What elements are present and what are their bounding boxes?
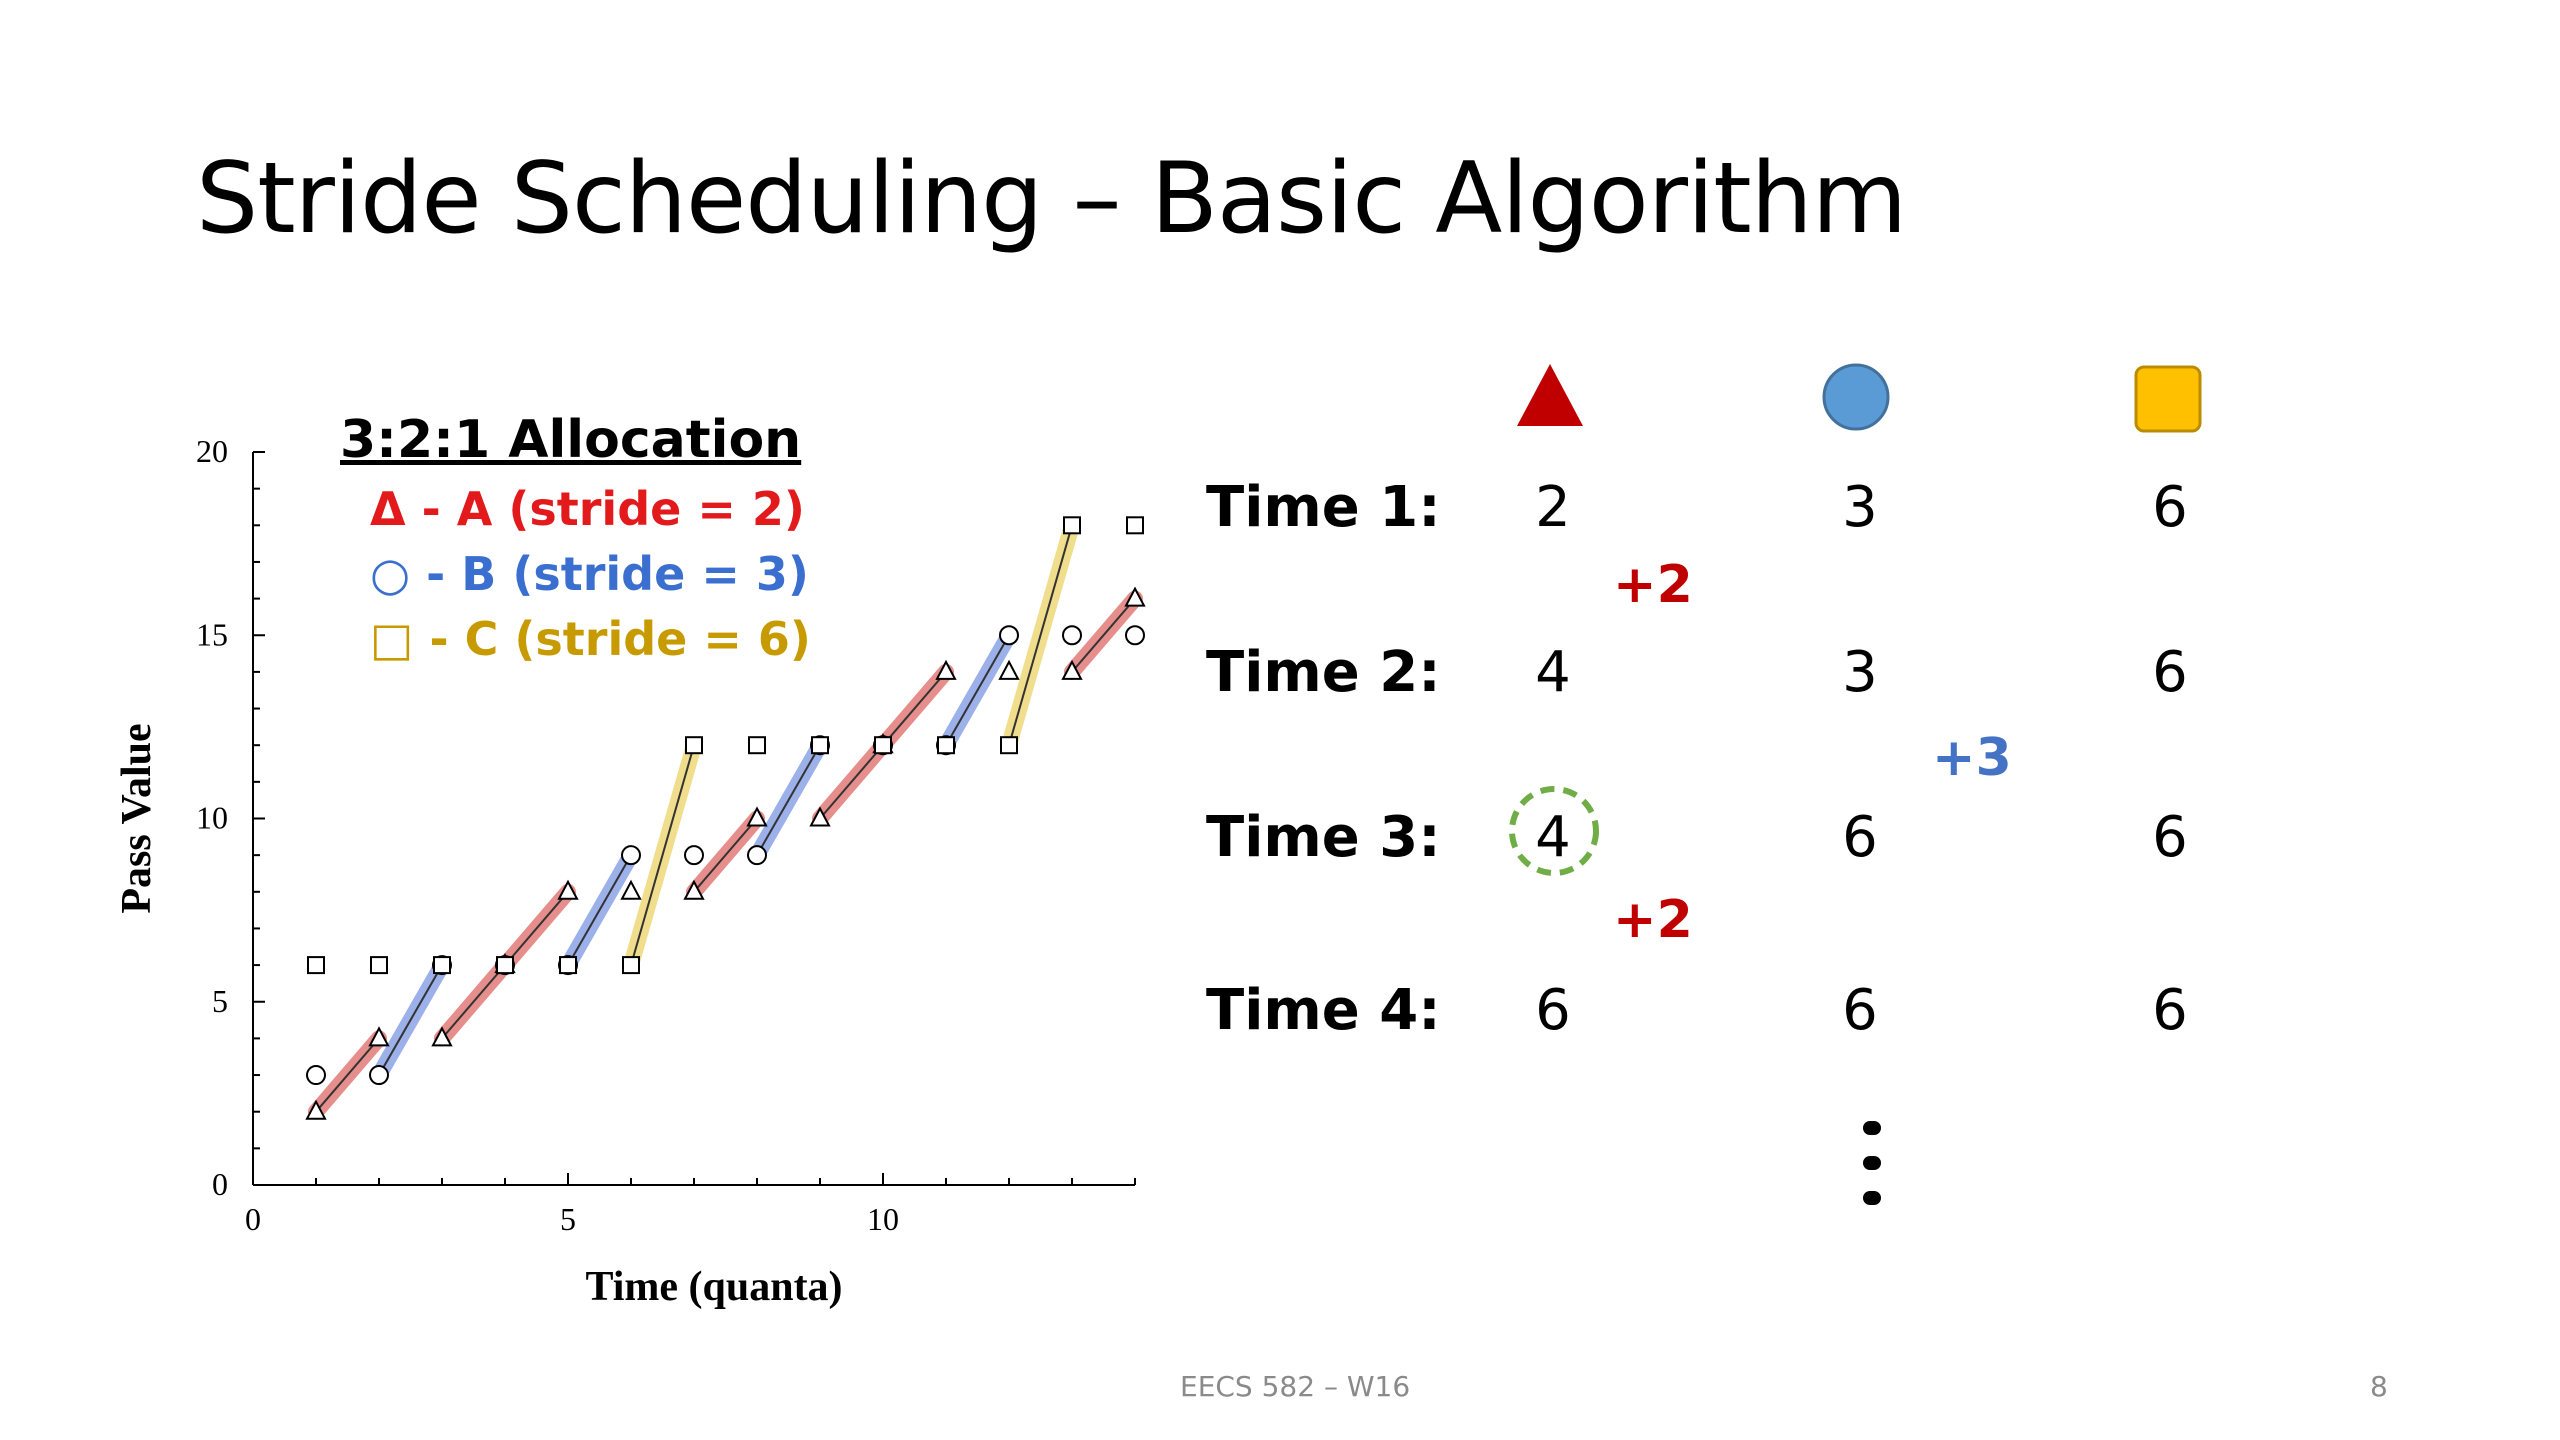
marker-square-c: [307, 956, 325, 975]
marker-circle-b: [747, 845, 767, 866]
triangle-icon: [1517, 364, 1583, 426]
y-tick-label: 15: [196, 616, 228, 652]
row-label-time-4: Time 4:: [1206, 978, 1441, 1043]
series-segment: [567, 854, 632, 966]
legend-text-c: - C (stride = 6): [413, 612, 811, 666]
legend-item-c: □ - C (stride = 6): [370, 612, 811, 666]
marker-triangle-a: [557, 879, 579, 900]
marker-square-c: [685, 736, 703, 755]
x-tick-label: 10: [867, 1201, 899, 1237]
marker-square-c: [1126, 516, 1144, 535]
page-number: 8: [2370, 1370, 2388, 1403]
marker-square-c: [622, 956, 640, 975]
y-tick-label: 10: [196, 800, 228, 836]
series-segment: [945, 634, 1010, 746]
marker-circle-b: [306, 1065, 326, 1086]
marker-circle-b: [369, 1065, 389, 1086]
marker-triangle-a: [809, 806, 831, 827]
series-segment: [693, 817, 758, 893]
series-segment: [630, 744, 695, 966]
series-segment: [819, 744, 884, 820]
x-axis-label: Time (quanta): [585, 1264, 842, 1310]
legend-item-b: ○ - B (stride = 3): [370, 547, 809, 601]
value-a-time-1: 2: [1535, 475, 1571, 540]
series-segment: [315, 1037, 380, 1113]
legend-symbol-a: Δ: [370, 482, 406, 536]
marker-circle-b: [999, 625, 1019, 646]
series-segment: [378, 964, 443, 1076]
row-label-time-1: Time 1:: [1206, 475, 1441, 540]
marker-square-c: [433, 956, 451, 975]
legend-title: 3:2:1 Allocation: [340, 410, 802, 470]
value-c-time-2: 6: [2152, 640, 2188, 705]
marker-triangle-a: [431, 1026, 453, 1047]
footer-course: EECS 582 – W16: [1180, 1370, 1411, 1403]
marker-square-c: [748, 736, 766, 755]
circle-icon: [1822, 363, 1890, 431]
marker-triangle-a: [620, 879, 642, 900]
y-tick-label: 0: [212, 1166, 228, 1202]
value-c-time-4: 6: [2152, 978, 2188, 1043]
y-tick-label: 20: [196, 433, 228, 469]
marker-square-c: [1063, 516, 1081, 535]
marker-triangle-a: [1061, 659, 1083, 680]
delta-a-2: +2: [1613, 890, 1693, 950]
marker-square-c: [496, 956, 514, 975]
value-a-time-4: 6: [1535, 978, 1571, 1043]
delta-a-1: +2: [1613, 555, 1693, 615]
value-b-time-2: 3: [1842, 640, 1878, 705]
series-segment: [1071, 597, 1136, 673]
marker-square-c: [370, 956, 388, 975]
value-c-time-3: 6: [2152, 805, 2188, 870]
legend-text-a: - A (stride = 2): [405, 482, 805, 536]
marker-triangle-a: [368, 1026, 390, 1047]
row-label-time-3: Time 3:: [1206, 805, 1441, 870]
legend-symbol-c: □: [370, 612, 414, 666]
series-segment: [756, 744, 821, 856]
marker-circle-b: [1062, 625, 1082, 646]
marker-triangle-a: [1124, 586, 1146, 607]
marker-circle-b: [1125, 625, 1145, 646]
marker-triangle-a: [746, 806, 768, 827]
series-segment: [504, 891, 569, 966]
marker-circle-b: [621, 845, 641, 866]
marker-triangle-a: [935, 659, 957, 680]
value-a-time-3: 4: [1535, 805, 1571, 870]
series-segment: [882, 671, 947, 746]
row-label-time-2: Time 2:: [1206, 640, 1441, 705]
value-b-time-4: 6: [1842, 978, 1878, 1043]
marker-square-c: [874, 736, 892, 755]
series-segment: [1008, 525, 1073, 746]
marker-triangle-a: [998, 659, 1020, 680]
marker-square-c: [559, 956, 577, 975]
selection-highlight-circle: [1509, 786, 1599, 876]
marker-square-c: [937, 736, 955, 755]
y-axis-label: Pass Value: [114, 723, 160, 913]
marker-square-c: [811, 736, 829, 755]
x-tick-label: 0: [245, 1201, 261, 1237]
legend-text-b: - B (stride = 3): [410, 547, 809, 601]
legend-item-a: Δ - A (stride = 2): [370, 482, 805, 536]
x-tick-label: 5: [560, 1201, 576, 1237]
marker-triangle-a: [305, 1099, 327, 1120]
value-b-time-1: 3: [1842, 475, 1878, 540]
slide-title: Stride Scheduling – Basic Algorithm: [196, 142, 1907, 256]
square-icon: [2134, 365, 2202, 433]
series-segment: [441, 964, 506, 1040]
legend-symbol-b: ○: [370, 547, 411, 601]
marker-triangle-a: [683, 879, 705, 900]
marker-circle-b: [684, 845, 704, 866]
value-b-time-3: 6: [1842, 805, 1878, 870]
value-c-time-1: 6: [2152, 475, 2188, 540]
y-tick-label: 5: [212, 983, 228, 1019]
marker-square-c: [1000, 736, 1018, 755]
delta-b: +3: [1932, 728, 2012, 788]
value-a-time-2: 4: [1535, 640, 1571, 705]
